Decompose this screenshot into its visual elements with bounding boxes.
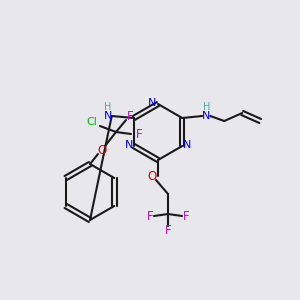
Text: F: F xyxy=(165,224,171,236)
Text: H: H xyxy=(202,102,210,112)
Text: N: N xyxy=(103,111,112,121)
Text: Cl: Cl xyxy=(87,117,98,127)
Text: F: F xyxy=(147,211,153,224)
Text: N: N xyxy=(148,98,156,108)
Text: N: N xyxy=(202,111,210,121)
Text: O: O xyxy=(98,143,106,157)
Text: F: F xyxy=(136,128,142,140)
Text: N: N xyxy=(183,140,191,150)
Text: H: H xyxy=(104,102,111,112)
Text: O: O xyxy=(147,169,157,182)
Text: N: N xyxy=(124,140,133,150)
Text: F: F xyxy=(183,211,189,224)
Text: F: F xyxy=(127,110,133,122)
